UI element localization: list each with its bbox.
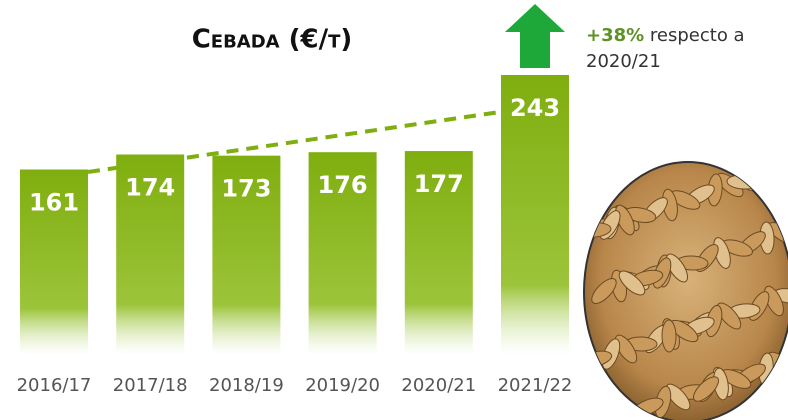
x-tick-label: 2021/22 <box>498 375 573 396</box>
x-tick-label: 2017/18 <box>113 375 188 396</box>
bar <box>116 154 185 355</box>
x-tick-label: 2020/21 <box>401 375 476 396</box>
bar <box>404 151 473 355</box>
x-tick-label: 2019/20 <box>305 375 380 396</box>
grain <box>763 162 787 185</box>
annotation: +38% respecto a 2020/21 <box>586 25 745 72</box>
value-label: 176 <box>318 171 368 199</box>
grain <box>584 162 607 173</box>
grain <box>591 278 617 304</box>
grain <box>618 270 646 296</box>
grain <box>716 302 742 330</box>
grain <box>665 253 689 283</box>
value-label: 173 <box>221 175 271 203</box>
bar <box>501 75 569 355</box>
grain <box>772 162 788 176</box>
grain <box>610 400 626 420</box>
bar <box>308 152 377 355</box>
grain <box>665 383 691 411</box>
x-tick-label: 2016/17 <box>17 375 92 396</box>
up-arrow <box>505 4 565 68</box>
value-label: 174 <box>125 174 175 202</box>
chart-title: Cebada (€/t) <box>192 25 353 55</box>
value-label: 161 <box>29 188 79 216</box>
grain <box>589 410 617 420</box>
grain <box>750 162 770 191</box>
grain <box>614 334 638 364</box>
bar <box>20 169 88 355</box>
grain <box>693 376 719 402</box>
grain <box>661 319 677 353</box>
value-label: 177 <box>414 170 464 198</box>
barley-image <box>583 161 788 420</box>
grain <box>764 162 782 188</box>
bar <box>212 155 281 355</box>
value-label: 243 <box>510 94 560 122</box>
x-tick-label: 2018/19 <box>209 375 284 396</box>
